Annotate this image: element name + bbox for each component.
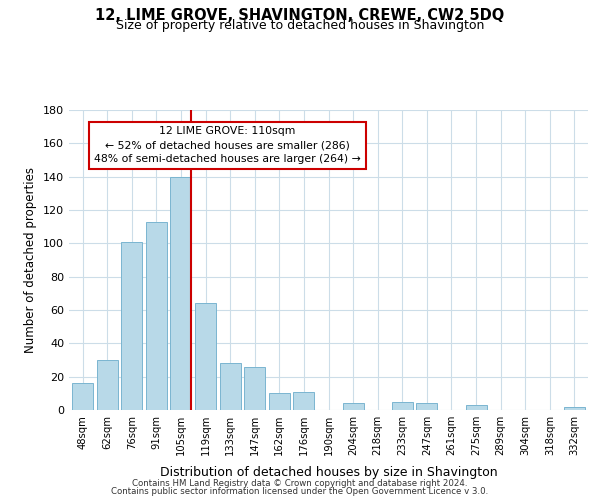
Bar <box>293 392 314 410</box>
Bar <box>97 360 118 410</box>
Bar <box>121 242 142 410</box>
Bar <box>269 394 290 410</box>
Bar <box>244 366 265 410</box>
Bar <box>72 384 93 410</box>
Y-axis label: Number of detached properties: Number of detached properties <box>25 167 37 353</box>
Bar <box>343 404 364 410</box>
Bar <box>564 406 585 410</box>
X-axis label: Distribution of detached houses by size in Shavington: Distribution of detached houses by size … <box>160 466 497 479</box>
Bar <box>170 176 191 410</box>
Text: 12 LIME GROVE: 110sqm
← 52% of detached houses are smaller (286)
48% of semi-det: 12 LIME GROVE: 110sqm ← 52% of detached … <box>94 126 361 164</box>
Bar <box>466 405 487 410</box>
Bar <box>416 404 437 410</box>
Bar <box>220 364 241 410</box>
Bar <box>392 402 413 410</box>
Text: Contains HM Land Registry data © Crown copyright and database right 2024.: Contains HM Land Registry data © Crown c… <box>132 478 468 488</box>
Text: 12, LIME GROVE, SHAVINGTON, CREWE, CW2 5DQ: 12, LIME GROVE, SHAVINGTON, CREWE, CW2 5… <box>95 8 505 22</box>
Bar <box>195 304 216 410</box>
Text: Size of property relative to detached houses in Shavington: Size of property relative to detached ho… <box>116 19 484 32</box>
Bar <box>146 222 167 410</box>
Text: Contains public sector information licensed under the Open Government Licence v : Contains public sector information licen… <box>112 487 488 496</box>
